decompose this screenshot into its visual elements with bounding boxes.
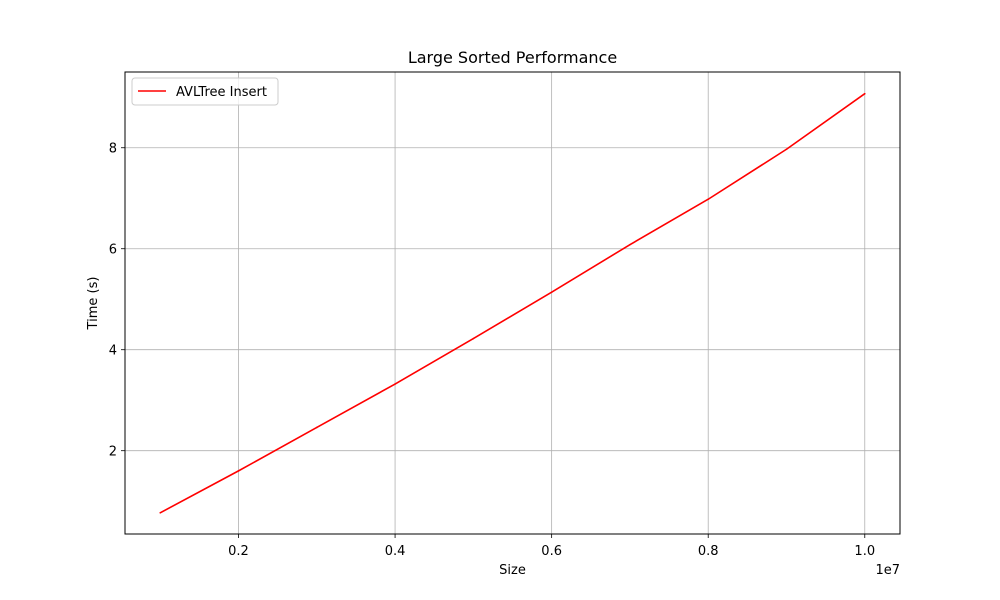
x-axis-label: Size	[499, 563, 526, 578]
data-point	[394, 383, 396, 385]
series-layer	[159, 92, 866, 514]
data-point	[237, 470, 240, 472]
y-tick-label: 2	[109, 445, 117, 460]
chart-title: Large Sorted Performance	[408, 48, 617, 67]
y-axis-label: Time (s)	[86, 277, 101, 331]
x-tick-label: 1.0	[854, 544, 875, 559]
plot-frame	[124, 71, 901, 535]
data-point	[550, 291, 553, 293]
data-point	[629, 243, 631, 246]
x-tick-label: 0.6	[541, 544, 562, 559]
y-tick-label: 8	[109, 142, 117, 157]
data-point	[785, 148, 788, 151]
y-tick-label: 6	[109, 243, 117, 258]
series-line	[159, 93, 866, 514]
data-point	[315, 426, 318, 429]
data-point	[159, 511, 162, 514]
legend-box	[131, 77, 279, 106]
x-tick-label: 0.4	[385, 544, 406, 559]
grid	[125, 72, 900, 534]
data-point	[472, 337, 475, 340]
x-tick-label: 0.8	[698, 544, 719, 559]
legend-label: AVLTree Insert	[176, 85, 267, 100]
legend: AVLTree Insert	[131, 77, 279, 106]
x-offset-label: 1e7	[875, 563, 900, 578]
y-tick-label: 4	[109, 344, 117, 359]
data-point	[707, 198, 710, 201]
x-tick-label: 0.2	[228, 544, 249, 559]
axis-ticks: 0.2 0.4 0.6 0.8 1.0 2 4 6 8	[109, 142, 875, 559]
data-point	[863, 92, 866, 95]
